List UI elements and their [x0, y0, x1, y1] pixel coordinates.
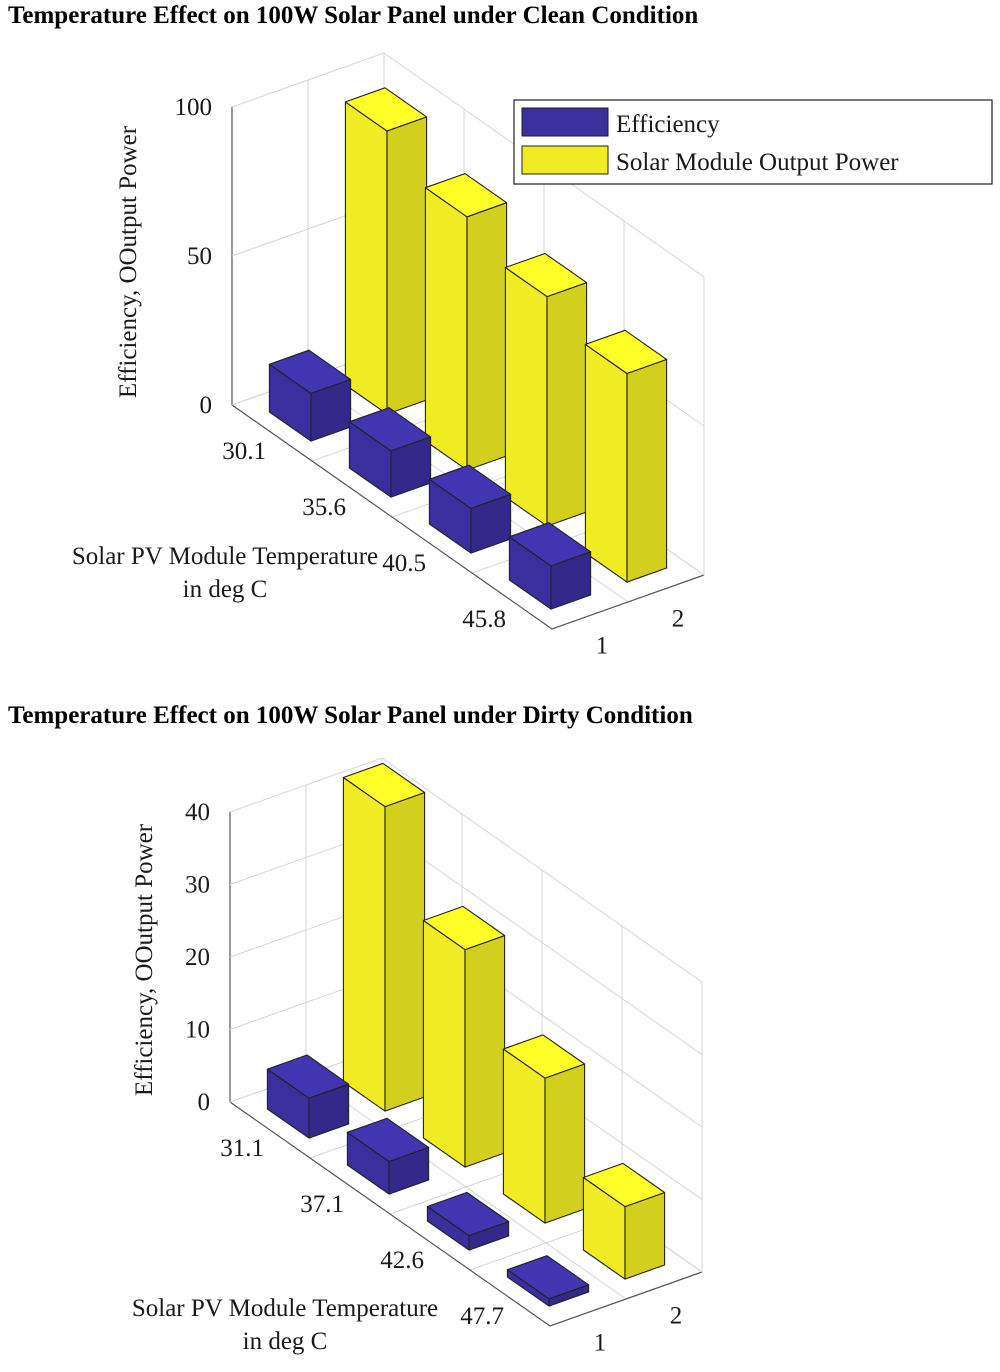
z-tick-label: 100 — [175, 94, 213, 121]
x-tick-label: 30.1 — [222, 438, 266, 465]
bar-side-face — [464, 934, 506, 1168]
bar-side-face — [386, 116, 428, 415]
bar-top-face — [422, 905, 506, 951]
bar-top-face — [348, 407, 432, 452]
series-tick-label: 1 — [596, 633, 609, 660]
x-tick-label: 35.6 — [302, 494, 346, 521]
ticks: 0 10 20 30 40 31.1 37.1 42.6 47.7 1 2 — [185, 799, 682, 1357]
gridline — [231, 52, 705, 278]
bar-efficiency — [506, 1255, 590, 1307]
bar-efficiency — [268, 349, 352, 442]
axis-labels: Efficiency, OOutput Power Solar PV Module… — [72, 125, 378, 603]
x-tick-label: 45.8 — [462, 606, 506, 633]
z-axis-label: Efficiency, OOutput Power — [131, 823, 158, 1096]
z-tick-label: 30 — [185, 872, 210, 899]
floor-axis — [231, 404, 705, 630]
legend-swatch-output-power — [521, 145, 609, 175]
bar-output-power — [504, 252, 588, 527]
bar-front-face — [504, 266, 548, 527]
bar-top-face — [502, 1034, 586, 1079]
z-tick-label: 0 — [198, 1089, 211, 1116]
bars — [266, 762, 666, 1307]
legend: Efficiency Solar Module Output Power — [513, 99, 993, 185]
bar-efficiency — [508, 522, 592, 610]
bar-side-face — [546, 282, 588, 527]
gridline — [305, 1074, 627, 1300]
bar-output-power — [424, 173, 508, 471]
chart-panel-clean: Temperature Effect on 100W Solar Panel u… — [8, 2, 993, 660]
bar-output-power — [584, 329, 668, 583]
legend-label: Solar Module Output Power — [616, 149, 899, 176]
x-axis-label: Solar PV Module Temperature — [132, 1295, 438, 1322]
z-tick-label: 50 — [187, 243, 212, 270]
bar-top-face — [342, 762, 426, 808]
bars — [268, 87, 668, 610]
gridline — [229, 757, 703, 983]
legend-label: Efficiency — [616, 111, 720, 138]
bar-side-face — [544, 1063, 586, 1224]
bar-top-face — [344, 87, 428, 132]
bar-side-face — [624, 1191, 666, 1280]
bar-top-face — [506, 1255, 590, 1300]
x-axis-label: in deg C — [243, 1328, 328, 1355]
bar-output-power — [422, 905, 506, 1168]
bar-side-face — [466, 202, 508, 471]
bar-output-power — [582, 1162, 666, 1280]
chart-title: Temperature Effect on 100W Solar Panel u… — [8, 702, 693, 729]
bar-side-face — [384, 791, 426, 1112]
series-tick-label: 2 — [670, 1303, 683, 1330]
x-axis-label: Solar PV Module Temperature — [72, 543, 378, 570]
bar-efficiency — [346, 1117, 430, 1195]
bar-top-face — [268, 349, 352, 394]
bar-output-power — [344, 87, 428, 415]
bar-top-face — [346, 1117, 430, 1163]
bar-top-face — [266, 1054, 350, 1099]
x-axis-label: in deg C — [183, 576, 268, 603]
series-tick-label: 1 — [594, 1330, 607, 1357]
bar-front-face — [424, 187, 468, 471]
bar-front-face — [342, 776, 386, 1112]
bar-output-power — [502, 1034, 586, 1224]
bar-front-face — [584, 343, 628, 583]
bar-top-face — [508, 522, 592, 567]
z-tick-label: 0 — [200, 392, 213, 419]
chart-title: Temperature Effect on 100W Solar Panel u… — [8, 2, 699, 29]
bar-side-face — [626, 358, 668, 583]
x-tick-label: 31.1 — [220, 1135, 264, 1162]
bar-front-face — [422, 919, 466, 1168]
floor-axis — [229, 1101, 703, 1327]
ticks: 0 50 100 30.1 35.6 40.5 45.8 1 2 — [175, 94, 685, 660]
chart-plot-dirty: 0 10 20 30 40 31.1 37.1 42.6 47.7 1 2 Efficiency, … — [131, 757, 703, 1357]
bar-top-face — [426, 1191, 510, 1237]
bar-top-face — [428, 464, 512, 509]
bar-top-face — [504, 252, 588, 298]
z-tick-label: 10 — [185, 1017, 210, 1044]
bar-efficiency — [428, 464, 512, 554]
series-tick-label: 2 — [672, 606, 685, 633]
z-tick-label: 20 — [185, 944, 210, 971]
bar-front-face — [344, 101, 388, 415]
bar-output-power — [342, 762, 426, 1112]
x-tick-label: 37.1 — [300, 1191, 344, 1218]
x-tick-label: 47.7 — [460, 1303, 504, 1330]
x-tick-label: 42.6 — [380, 1247, 424, 1274]
legend-swatch-efficiency — [521, 107, 609, 137]
bar-top-face — [582, 1162, 666, 1208]
axis-labels: Efficiency, OOutput Power Solar PV Module… — [131, 823, 438, 1355]
bar-front-face — [502, 1048, 546, 1224]
z-axis-label: Efficiency, OOutput Power — [115, 125, 142, 398]
z-tick-label: 40 — [185, 799, 210, 826]
bar-efficiency — [426, 1191, 510, 1251]
chart-panel-dirty: Temperature Effect on 100W Solar Panel u… — [0, 700, 1000, 1372]
chart-plot-clean: 0 50 100 30.1 35.6 40.5 45.8 1 2 Efficiency, OOu… — [72, 52, 993, 660]
bar-top-face — [424, 173, 508, 218]
bar-efficiency — [266, 1054, 350, 1139]
x-tick-label: 40.5 — [382, 550, 426, 577]
bar-efficiency — [348, 407, 432, 498]
bar-top-face — [584, 329, 668, 375]
